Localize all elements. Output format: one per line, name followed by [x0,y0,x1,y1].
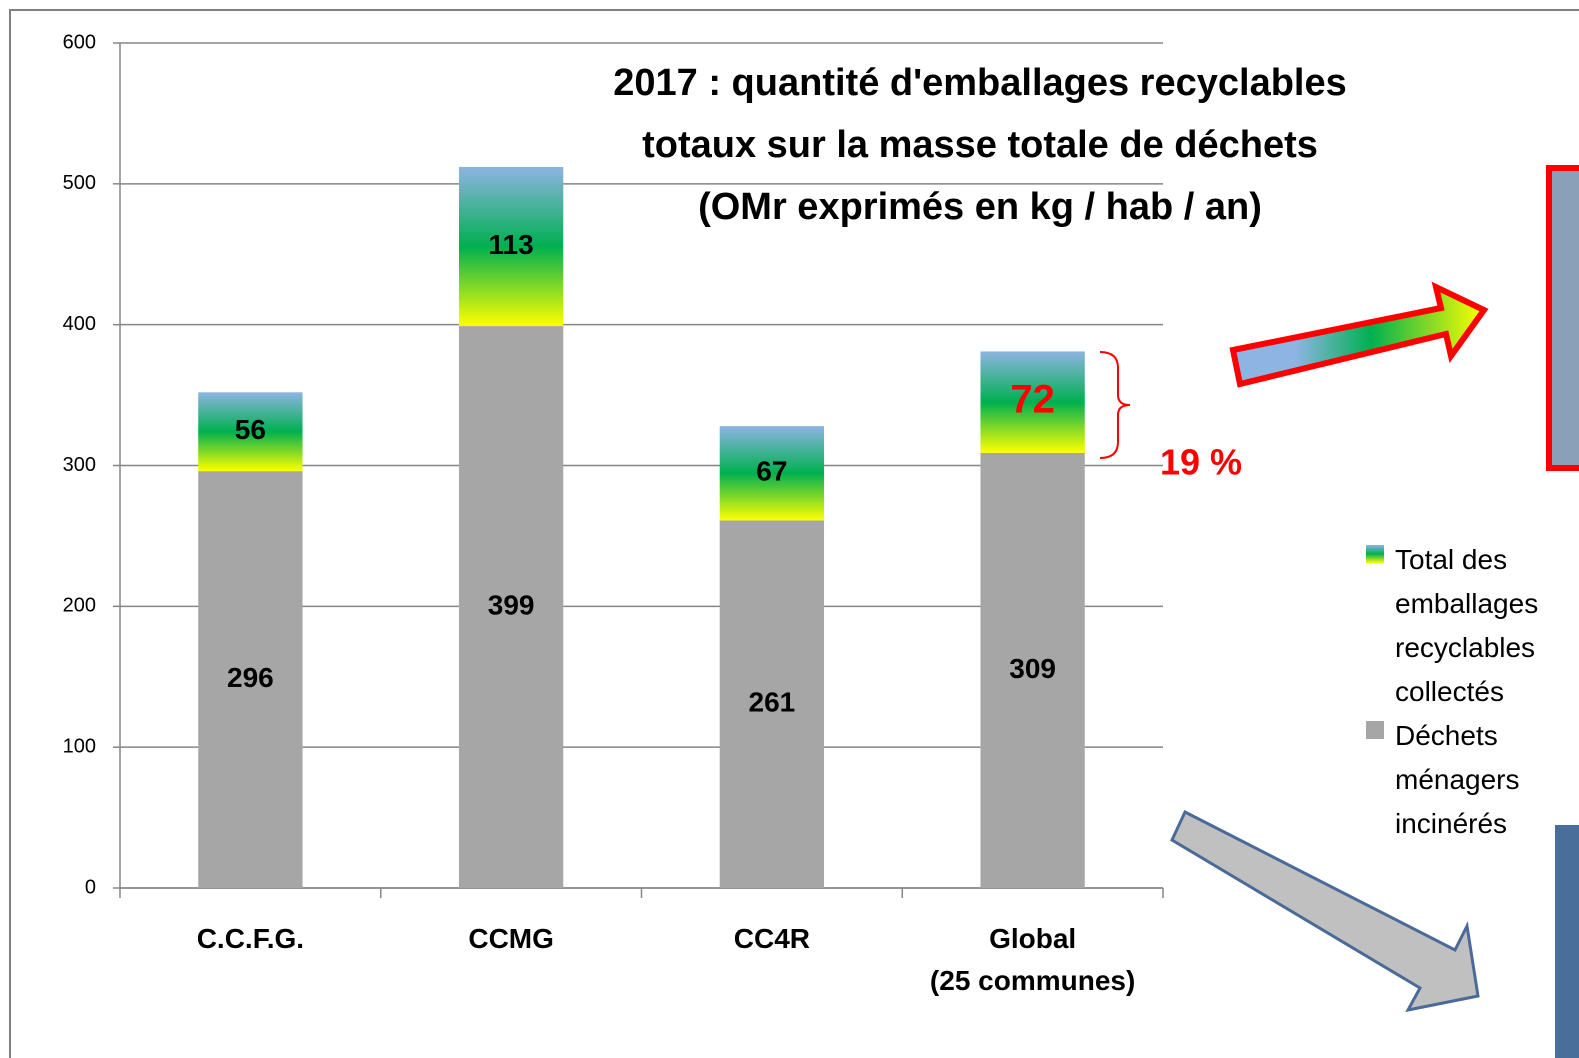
legend-swatch [1366,721,1384,739]
value-label: 309 [1009,653,1056,684]
y-tick-label: 400 [63,313,96,335]
y-tick-label: 200 [63,595,96,617]
legend-swatch [1366,545,1384,563]
x-tick-label: CCMG [468,923,554,954]
y-tick-label: 600 [63,31,96,53]
legend-label: Total des emballages recyclables collect… [1395,544,1539,707]
y-tick-label: 0 [85,876,96,898]
bracket [1099,351,1131,459]
bar-segment [458,326,564,888]
bar-segment [980,452,1085,888]
value-label: 72 [1010,378,1055,422]
bar-segment [980,351,1085,453]
bar-segment [458,166,564,327]
y-tick-label: 500 [63,172,96,194]
bar-segment [198,471,303,888]
y-tick-label: 300 [63,454,96,476]
x-tick-label: CC4R [733,923,810,954]
value-label: 296 [227,662,274,693]
arrow-down [1170,809,1480,1013]
bar-segment [198,392,303,472]
value-label: 399 [488,589,535,620]
chart-title: 2017 : quantité d'emballages recyclables… [613,62,1347,228]
photo [1546,165,1579,471]
value-label: 56 [235,414,266,445]
legend-label: Déchets ménagers incinérés [1395,720,1520,839]
value-label: 67 [756,456,787,487]
y-tick-label: 100 [63,735,96,757]
value-label: 261 [749,687,796,718]
arrow-up [1229,281,1489,388]
photo [1555,825,1579,1058]
annotation: 19 % [1160,442,1242,483]
x-tick-label: Global (25 communes) [929,923,1136,996]
bar-segment [719,520,825,888]
bar-segment [719,426,825,521]
x-tick-label: C.C.F.G. [196,923,305,954]
frame [9,9,1579,1058]
value-label: 113 [489,229,534,260]
